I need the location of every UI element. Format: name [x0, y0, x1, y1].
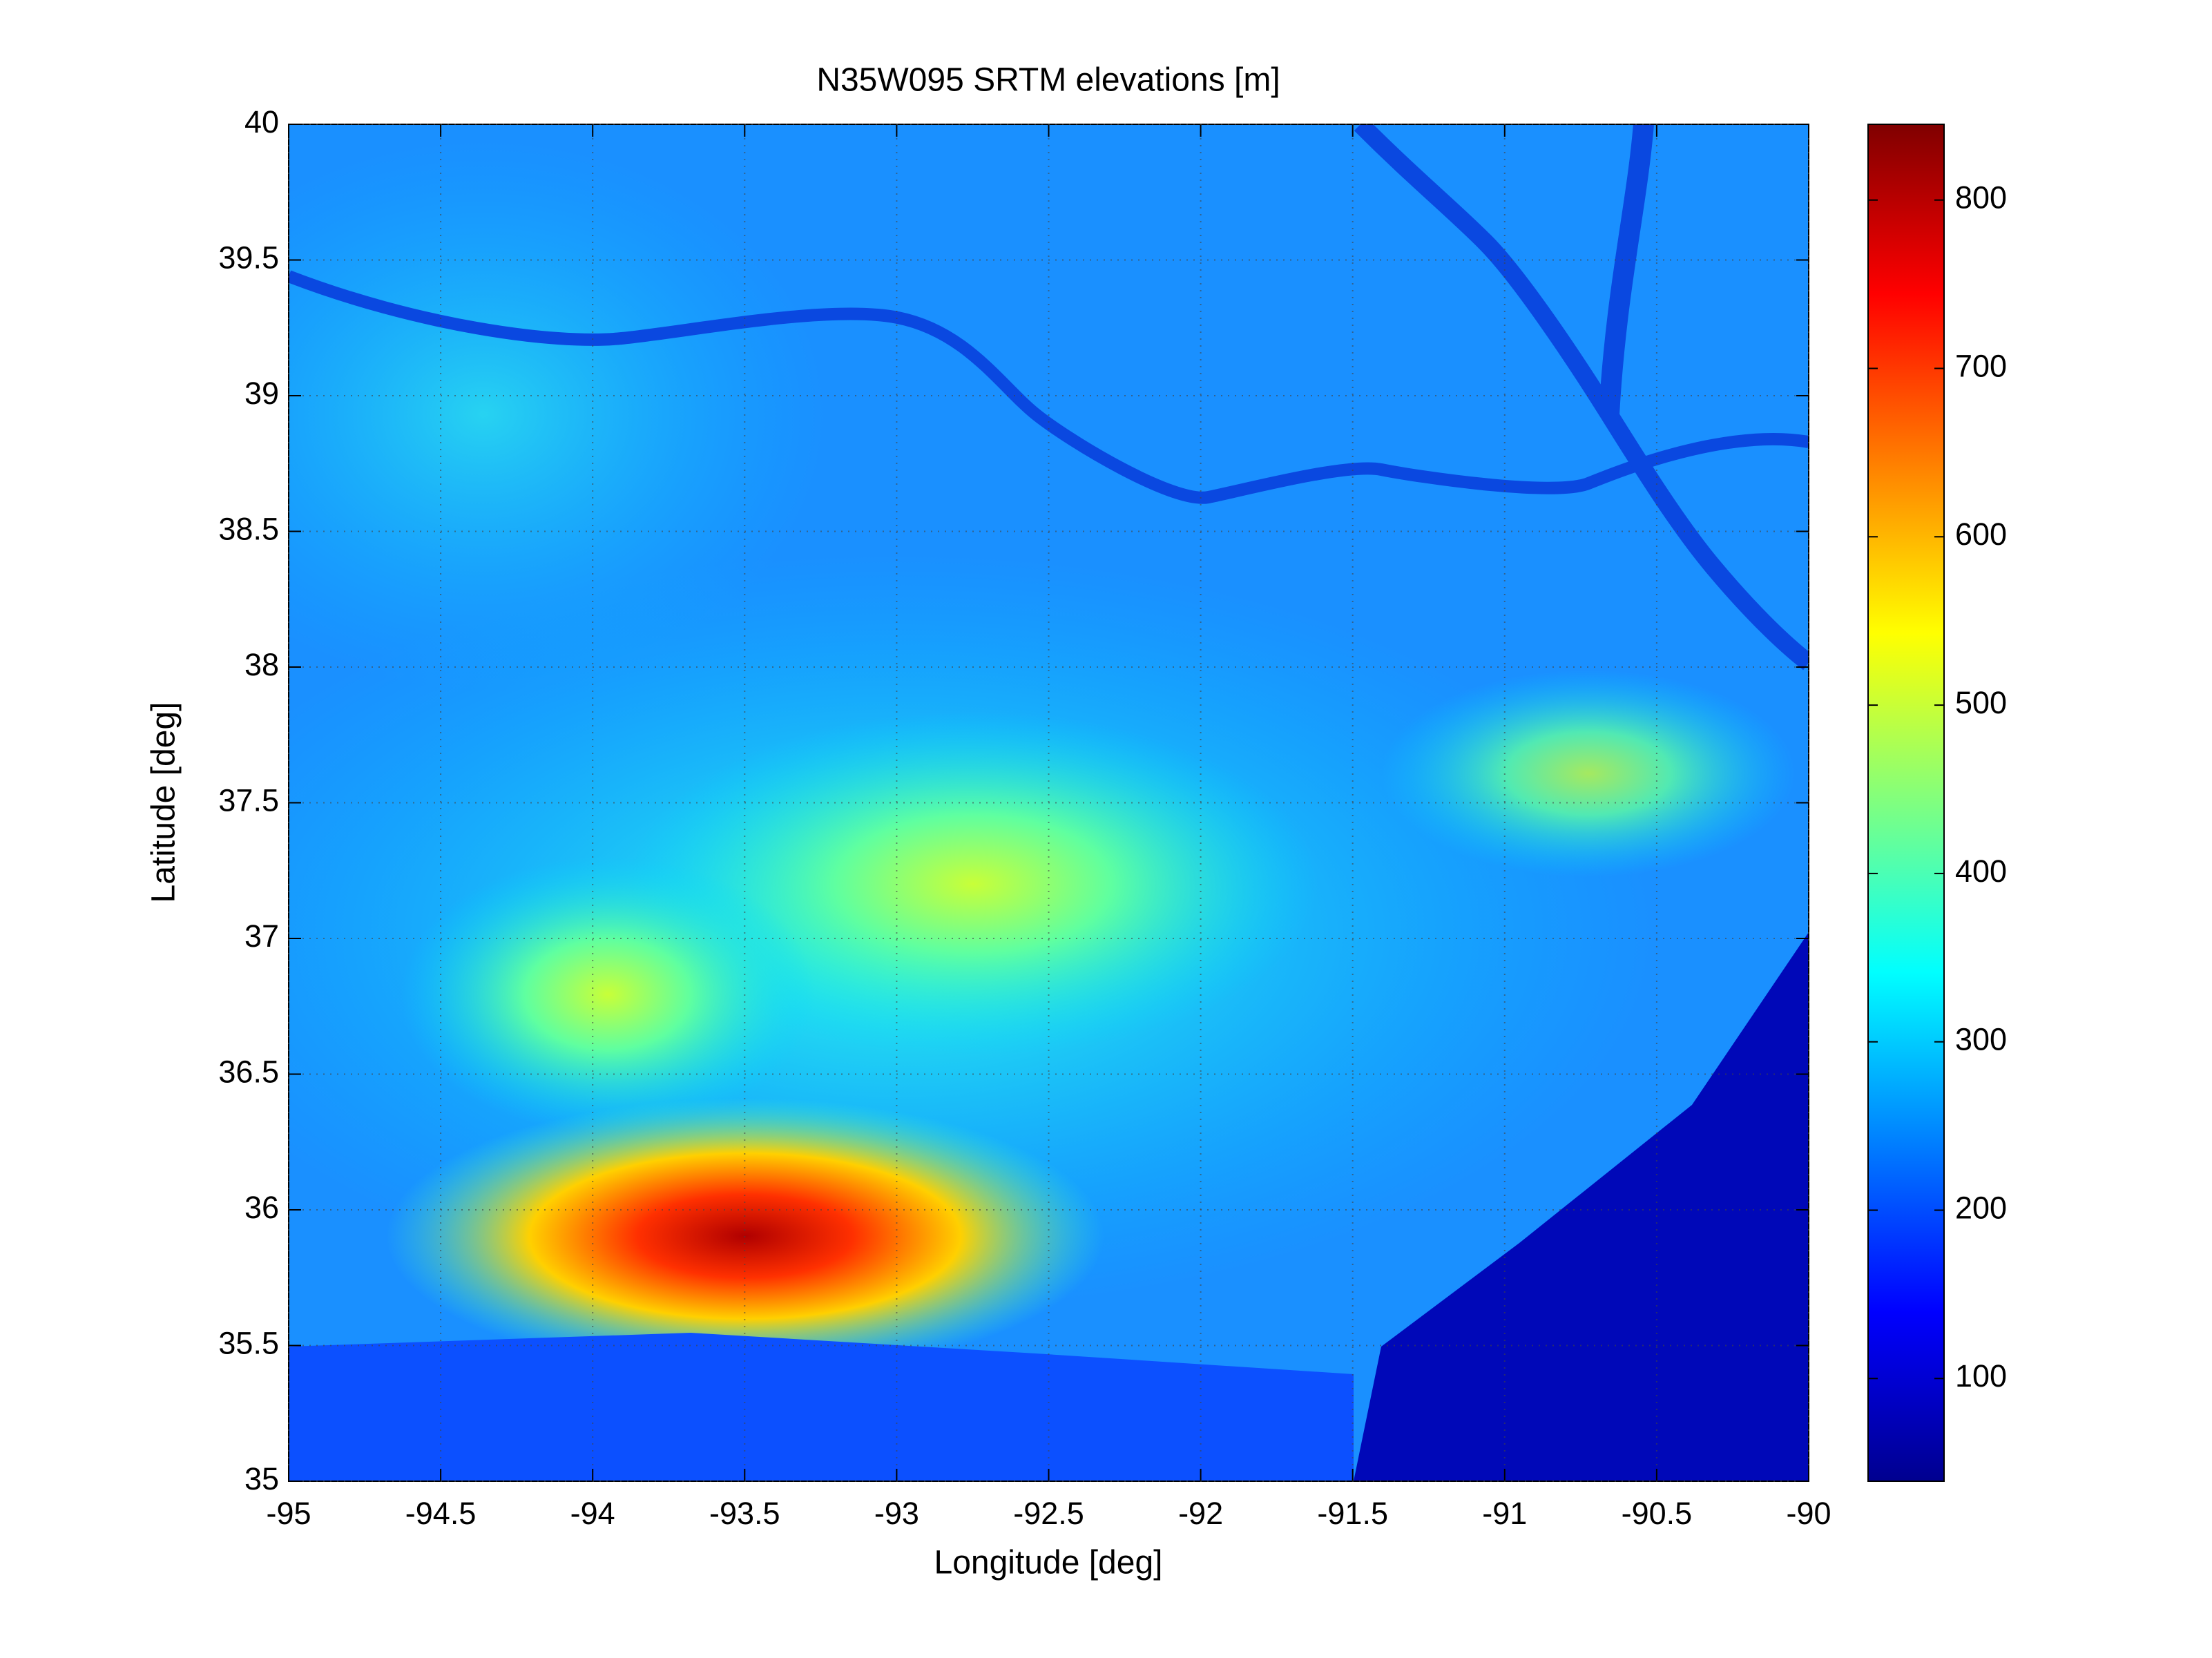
colorbar-tick-label: 600	[1955, 517, 2007, 552]
x-tick-label: -90.5	[1622, 1496, 1693, 1531]
y-tick-label: 37.5	[218, 782, 279, 818]
colorbar-tick-label: 100	[1955, 1358, 2007, 1394]
y-tick-label: 36.5	[218, 1054, 279, 1089]
x-tick-label: -90	[1786, 1496, 1831, 1531]
x-tick-label: -95	[266, 1496, 311, 1531]
x-tick-label: -92.5	[1013, 1496, 1084, 1531]
y-tick-label: 39	[244, 376, 279, 411]
y-tick-label: 36	[244, 1190, 279, 1225]
x-tick-label: -92	[1178, 1496, 1223, 1531]
y-tick-label: 37	[244, 918, 279, 954]
x-tick-label: -94	[570, 1496, 615, 1531]
x-axis-label: Longitude [deg]	[934, 1545, 1163, 1581]
y-tick-label: 40	[244, 104, 279, 139]
y-tick-label: 38.5	[218, 511, 279, 546]
colorbar-tick-label: 500	[1955, 685, 2007, 720]
y-tick-label: 39.5	[218, 240, 279, 275]
y-tick-label: 38	[244, 647, 279, 682]
y-tick-label: 35.5	[218, 1325, 279, 1360]
y-axis-label: Latitude [deg]	[146, 702, 182, 903]
colorbar-tick-label: 800	[1955, 180, 2007, 215]
x-tick-label: -91	[1482, 1496, 1527, 1531]
colorbar-tick-label: 700	[1955, 348, 2007, 383]
colorbar-tick-label: 400	[1955, 854, 2007, 889]
elevation-image	[289, 124, 1809, 1481]
x-tick-label: -91.5	[1317, 1496, 1388, 1531]
x-tick-label: -93.5	[709, 1496, 780, 1531]
x-tick-label: -94.5	[405, 1496, 477, 1531]
x-tick-label: -93	[874, 1496, 919, 1531]
colorbar-tick-label: 200	[1955, 1190, 2007, 1225]
y-tick-label: 35	[244, 1461, 279, 1496]
colorbar	[1867, 124, 1945, 1482]
colorbar-tick-label: 300	[1955, 1022, 2007, 1057]
chart-title: N35W095 SRTM elevations [m]	[816, 62, 1280, 99]
